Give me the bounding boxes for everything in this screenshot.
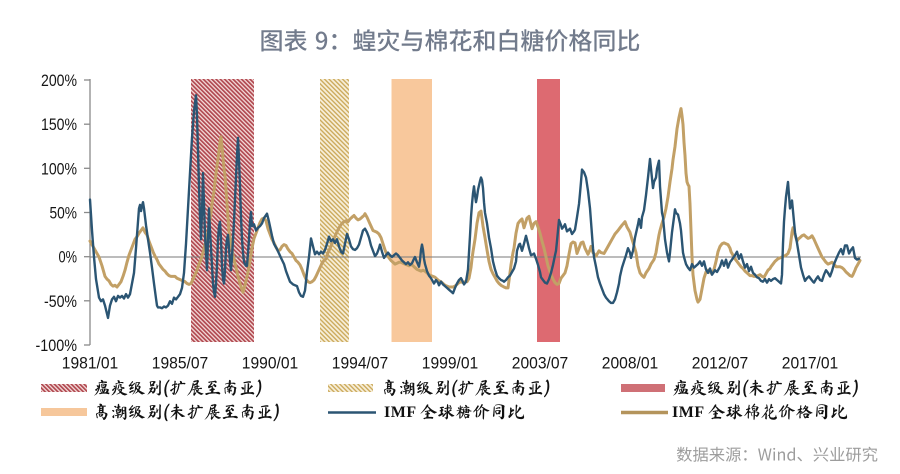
svg-text:200%: 200% (41, 71, 77, 90)
svg-text:1985/07: 1985/07 (152, 354, 209, 373)
svg-text:IMF: IMF (384, 404, 417, 421)
svg-text:1994/07: 1994/07 (332, 354, 389, 373)
svg-text:150%: 150% (41, 115, 77, 134)
svg-text:-50%: -50% (44, 292, 77, 311)
svg-text:100%: 100% (41, 159, 77, 178)
svg-text:1990/01: 1990/01 (242, 354, 299, 373)
svg-text:50%: 50% (50, 204, 78, 223)
svg-text:-100%: -100% (36, 336, 78, 355)
svg-text:2012/07: 2012/07 (692, 354, 749, 373)
svg-text:2017/01: 2017/01 (782, 354, 839, 373)
svg-text:IMF: IMF (672, 404, 705, 421)
svg-text:1999/01: 1999/01 (422, 354, 479, 373)
svg-text:2008/01: 2008/01 (602, 354, 659, 373)
svg-text:2003/07: 2003/07 (512, 354, 569, 373)
svg-text:1981/01: 1981/01 (62, 354, 119, 373)
svg-text:0%: 0% (59, 248, 78, 267)
